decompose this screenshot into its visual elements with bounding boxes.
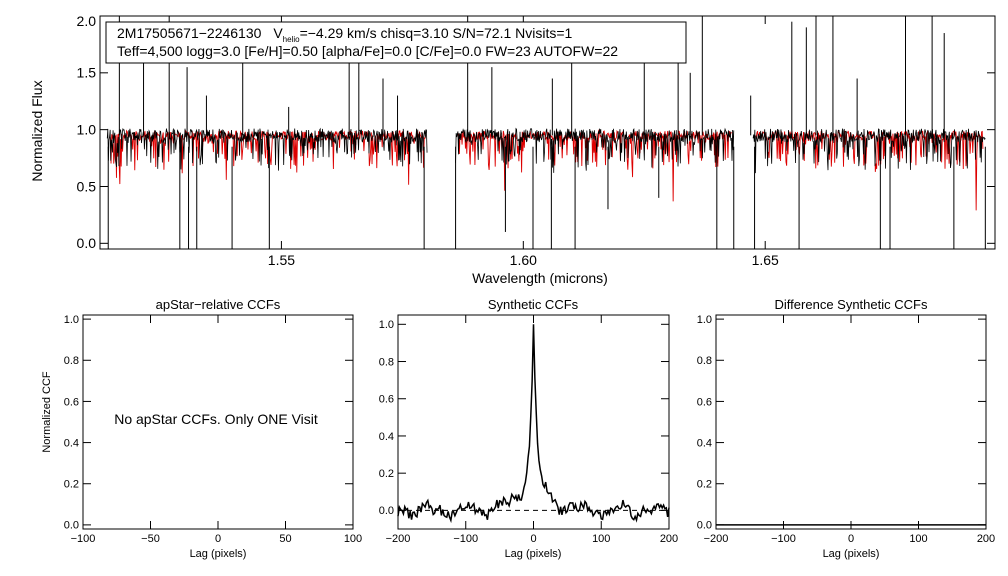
spectrum-frame	[99, 15, 996, 250]
model-spectrum-segment	[109, 129, 427, 185]
synthetic-ccf-xtick-label: −100	[453, 533, 478, 545]
difference-ccf-ytick-label: 0.0	[697, 520, 712, 532]
apstar-ccf-ytick-label: 0.2	[64, 479, 79, 491]
spectrum-ticks: 1.55 1.60 1.65 0.0 0.5 1.0 1.5 2.0	[77, 13, 995, 268]
info-box	[105, 21, 687, 64]
spectrum-ytick-label: 0.0	[77, 235, 97, 251]
difference-ccf-ticks: −200 −100 0 100 200 0.0 0.2 0.4 0.6 0.8 1.0	[697, 314, 995, 545]
synthetic-ccf-ytick-label: 0.0	[379, 505, 394, 517]
model-spectrum-line	[109, 129, 984, 211]
synthetic-ccf-ytick-label: 1.0	[379, 319, 394, 331]
difference-ccf-ytick-label: 0.6	[697, 396, 712, 408]
synthetic-ccf-xtick-label: −200	[386, 533, 411, 545]
no-ccf-message: No apStar CCFs. Only ONE Visit	[114, 411, 318, 427]
apstar-ccf-frame	[82, 314, 354, 530]
spectrum-x-axis-label: Wavelength (microns)	[472, 270, 608, 286]
synthetic-ccf-panel: −200 −100 0 100 200 0.0 0.2 0.4 0.6 0.8 1.0 Synthe…	[379, 297, 678, 560]
apstar-ccf-xtick-label: −50	[141, 533, 160, 545]
apstar-ccf-xtick-label: −100	[71, 533, 96, 545]
difference-ccf-ytick-label: 0.4	[697, 437, 712, 449]
synthetic-ccf-line	[397, 324, 670, 524]
info-line-1: 2M17505671−2246130 Vhelio=−4.29 km/s chi…	[117, 25, 573, 44]
spectrum-ytick-label: 1.0	[77, 122, 97, 138]
apstar-ccf-xtick-label: 0	[215, 533, 221, 545]
apstar-ccf-ticks: −100 −50 0 50 100 0.0 0.2 0.4 0.6 0.8 1.0	[64, 314, 362, 545]
apstar-ccf-xtick-label: 50	[279, 533, 291, 545]
synthetic-ccf-title: Synthetic CCFs	[488, 297, 579, 312]
spectrum-ytick-label: 2.0	[77, 13, 97, 29]
difference-ccf-frame	[715, 314, 987, 530]
difference-ccf-ytick-label: 0.8	[697, 355, 712, 367]
synthetic-ccf-xtick-label: 100	[592, 533, 610, 545]
model-spectrum-segment	[457, 129, 732, 202]
ccf-y-axis-label: Normalized CCF	[41, 371, 53, 453]
synthetic-ccf-xtick-label: 200	[660, 533, 678, 545]
model-spectrum-segment	[755, 129, 984, 211]
star-id: 2M17505671−2246130	[117, 25, 262, 41]
apstar-ccf-ytick-label: 1.0	[64, 314, 79, 326]
spectrum-xtick-label: 1.55	[268, 252, 295, 268]
difference-ccf-xtick-label: −100	[771, 533, 796, 545]
apstar-ccf-ytick-label: 0.0	[64, 520, 79, 532]
difference-ccf-xtick-label: 100	[909, 533, 927, 545]
velocity-label: V	[273, 25, 283, 41]
synthetic-ccf-ytick-label: 0.6	[379, 394, 394, 406]
synthetic-ccf-ytick-label: 0.4	[379, 431, 394, 443]
spectrum-panel: 1.55 1.60 1.65 0.0 0.5 1.0 1.5 2.0 2M17505671−2…	[29, 13, 996, 286]
apstar-ccf-x-label: Lag (pixels)	[190, 548, 247, 560]
difference-ccf-xtick-label: 0	[848, 533, 854, 545]
velocity-subscript: helio	[283, 35, 300, 44]
spectrum-xtick-label: 1.65	[752, 252, 779, 268]
synthetic-ccf-frame	[397, 314, 670, 530]
difference-ccf-x-label: Lag (pixels)	[823, 548, 880, 560]
spectrum-ytick-label: 1.5	[77, 65, 97, 81]
difference-ccf-ytick-label: 1.0	[697, 314, 712, 326]
synthetic-ccf-x-label: Lag (pixels)	[505, 548, 562, 560]
difference-ccf-title: Difference Synthetic CCFs	[775, 297, 928, 312]
apstar-ccf-title: apStar−relative CCFs	[156, 297, 281, 312]
apstar-ccf-ytick-label: 0.8	[64, 355, 79, 367]
spectrum-ytick-label: 0.5	[77, 178, 97, 194]
spectrum-xtick-label: 1.60	[510, 252, 537, 268]
synthetic-ccf-xtick-label: 0	[530, 533, 536, 545]
difference-ccf-xtick-label: −200	[704, 533, 729, 545]
synthetic-ccf-ytick-label: 0.2	[379, 468, 394, 480]
observed-spectrum-segment	[455, 127, 735, 173]
apstar-ccf-panel: −100 −50 0 50 100 0.0 0.2 0.4 0.6 0.8 1.0 apStar−r…	[41, 297, 362, 560]
apstar-ccf-xtick-label: 100	[344, 533, 362, 545]
velocity-and-fit-stats: =−4.29 km/s chisq=3.10 S/N=72.1 Nvisits=…	[300, 25, 573, 41]
difference-ccf-ytick-label: 0.2	[697, 479, 712, 491]
observed-spectrum-line	[106, 16, 986, 249]
observed-spectrum-segment	[106, 127, 428, 171]
observed-spectrum-segment	[752, 128, 986, 174]
spectrum-y-axis-label: Normalized Flux	[29, 80, 45, 181]
synthetic-ccf-ytick-label: 0.8	[379, 356, 394, 368]
difference-ccf-xtick-label: 200	[977, 533, 995, 545]
apstar-ccf-ytick-label: 0.6	[64, 396, 79, 408]
difference-ccf-panel: −200 −100 0 100 200 0.0 0.2 0.4 0.6 0.8 1.0 Differ…	[697, 297, 995, 560]
apstar-ccf-ytick-label: 0.4	[64, 437, 79, 449]
info-line-2: Teff=4,500 logg=3.0 [Fe/H]=0.50 [alpha/F…	[117, 43, 618, 59]
